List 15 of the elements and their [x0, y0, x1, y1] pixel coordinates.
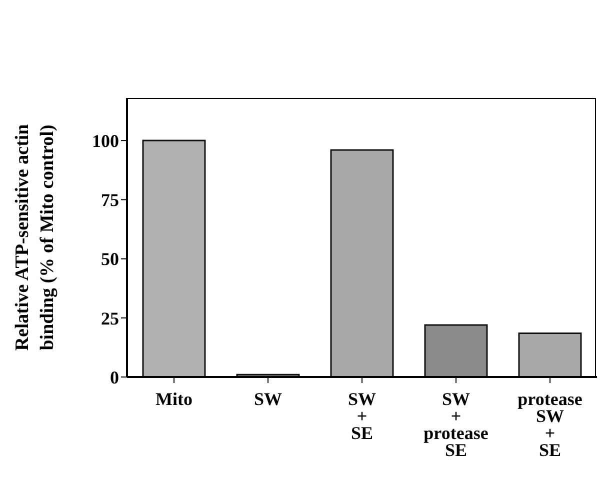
x-tick-label: SW + SE [348, 389, 376, 443]
y-tick-label: 75 [101, 190, 119, 210]
x-tick-label: SW + protease SE [424, 389, 488, 460]
x-tick-label: Mito [156, 389, 192, 409]
y-tick-label: 25 [101, 308, 119, 328]
y-tick-label: 0 [110, 367, 119, 388]
x-tick-label: protease SW + SE [518, 389, 582, 460]
bar [142, 140, 206, 377]
bar [330, 149, 394, 377]
y-axis-title: Relative ATP-sensitive actin binding (% of Mito control) [12, 124, 58, 351]
bar [518, 332, 582, 377]
x-tick-label: SW [254, 389, 282, 409]
y-tick-label: 100 [92, 130, 119, 151]
bar [424, 324, 488, 377]
y-tick-label: 50 [101, 249, 119, 270]
